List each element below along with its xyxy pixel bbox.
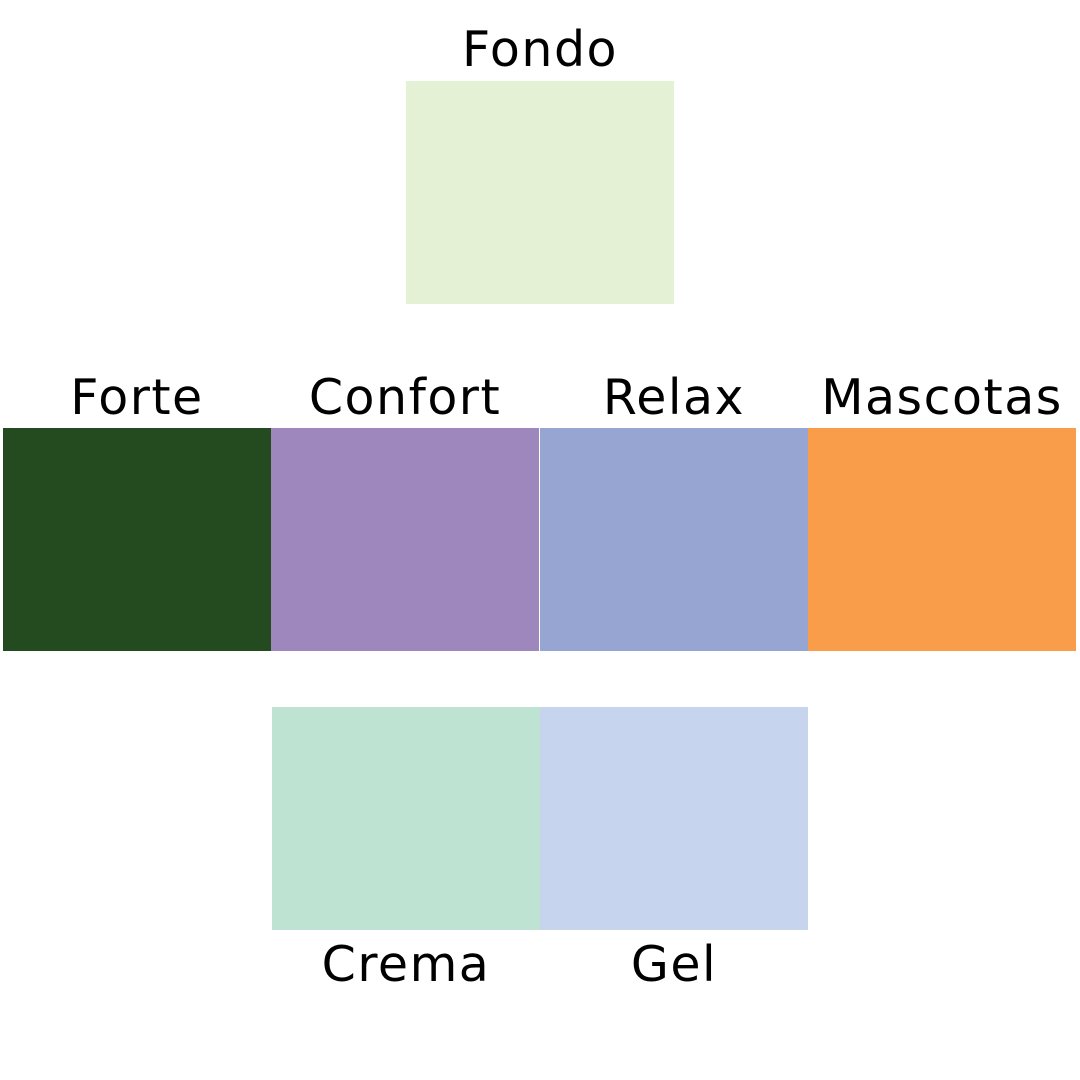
crema-label: Crema bbox=[321, 936, 491, 993]
relax-swatch bbox=[540, 428, 808, 651]
gel-swatch bbox=[540, 707, 808, 930]
mascotas-swatch bbox=[808, 428, 1076, 651]
forte-label: Forte bbox=[70, 369, 204, 426]
confort-label: Confort bbox=[308, 369, 502, 426]
confort-swatch bbox=[271, 428, 539, 651]
gel-label: Gel bbox=[630, 936, 718, 993]
mascotas-label: Mascotas bbox=[821, 369, 1063, 426]
relax-label: Relax bbox=[602, 369, 746, 426]
fondo-swatch bbox=[406, 81, 674, 304]
fondo-label: Fondo bbox=[461, 21, 619, 78]
crema-swatch bbox=[272, 707, 540, 930]
forte-swatch bbox=[3, 428, 271, 651]
